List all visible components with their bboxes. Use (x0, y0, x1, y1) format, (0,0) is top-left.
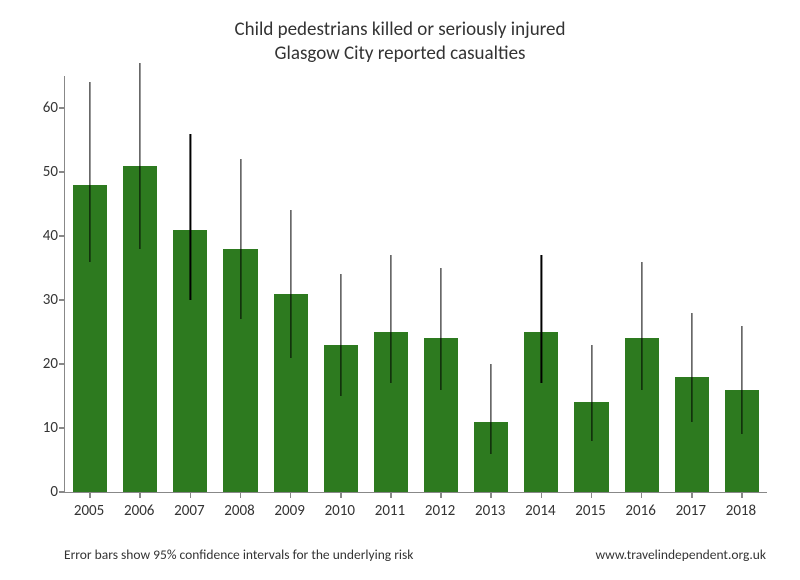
y-tick-label: 50 (43, 163, 58, 181)
y-tick-label: 0 (50, 483, 58, 501)
error-bar (240, 159, 241, 319)
y-tick-mark (59, 235, 65, 237)
y-tick-label: 60 (43, 99, 58, 117)
x-tick-label: 2018 (726, 502, 756, 520)
x-tick-label: 2015 (575, 502, 605, 520)
x-tick-label: 2009 (274, 502, 304, 520)
chart-title-line1: Child pedestrians killed or seriously in… (0, 18, 800, 41)
error-bar (591, 345, 592, 441)
y-tick-mark (59, 299, 65, 301)
x-tick-label: 2012 (425, 502, 455, 520)
x-tick-label: 2005 (74, 502, 104, 520)
x-tick-label: 2016 (625, 502, 655, 520)
x-tick-label: 2006 (124, 502, 154, 520)
error-bar (340, 274, 341, 396)
error-bar (691, 313, 692, 422)
chart-title-line2: Glasgow City reported casualties (0, 42, 800, 65)
x-tick-label: 2014 (525, 502, 555, 520)
x-tick-label: 2013 (475, 502, 505, 520)
footer-right: www.travelindependent.org.uk (595, 546, 766, 563)
error-bar (541, 255, 542, 383)
error-bar (390, 255, 391, 383)
y-tick-label: 20 (43, 355, 58, 373)
x-tick-label: 2011 (375, 502, 405, 520)
error-bar (741, 326, 742, 435)
y-tick-label: 40 (43, 227, 58, 245)
y-tick-mark (59, 363, 65, 365)
x-tick-label: 2017 (676, 502, 706, 520)
y-tick-mark (59, 107, 65, 109)
y-tick-mark (59, 171, 65, 173)
chart-container: Child pedestrians killed or seriously in… (0, 0, 800, 580)
error-bar (190, 134, 191, 300)
x-tick-label: 2007 (174, 502, 204, 520)
error-bar (140, 63, 141, 249)
x-tick-label: 2010 (325, 502, 355, 520)
y-tick-mark (59, 427, 65, 429)
plot-area (64, 76, 767, 493)
y-tick-mark (59, 491, 65, 493)
error-bar (641, 262, 642, 390)
error-bar (440, 268, 441, 390)
y-tick-label: 30 (43, 291, 58, 309)
error-bar (290, 210, 291, 357)
x-tick-label: 2008 (224, 502, 254, 520)
error-bar (491, 364, 492, 454)
error-bar (89, 82, 90, 261)
footer-left: Error bars show 95% confidence intervals… (64, 546, 413, 563)
y-tick-label: 10 (43, 419, 58, 437)
